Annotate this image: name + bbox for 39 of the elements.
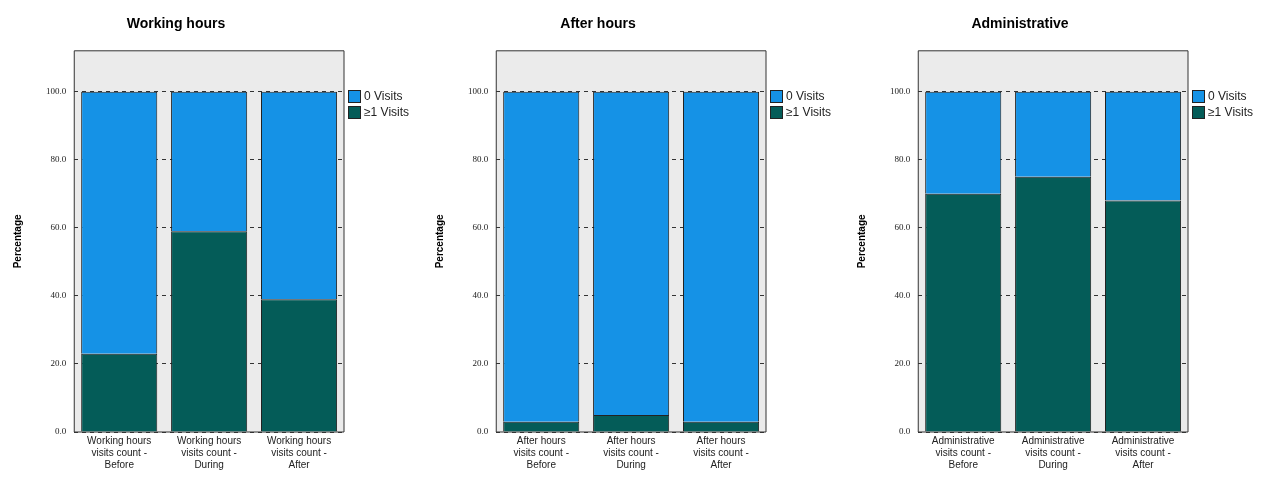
chart-title: After hours (560, 15, 636, 32)
text: ≥1 Visits (1208, 105, 1254, 119)
legend-label: ≥1 Visits (364, 105, 410, 119)
y-tick-label: 100.0 (46, 86, 67, 96)
y-tick-label: 40.0 (472, 290, 489, 301)
chart-title: Working hours (126, 15, 226, 32)
y-tick-label: 40.0 (894, 290, 911, 301)
x-tick-label: Working hours visits count - After (266, 434, 332, 470)
x-tick-label: After hours visits count - Before (513, 434, 569, 470)
y-tick-label: 0.0 (477, 426, 489, 437)
y-tick-label: 60.0 (894, 222, 911, 233)
y-tick-label: 100.0 (890, 86, 911, 96)
x-tick-label: After hours visits count - After (693, 434, 749, 470)
y-axis-title: Percentage (433, 214, 445, 269)
y-tick-label: 0.0 (899, 426, 911, 437)
y-tick-label: 80.0 (50, 154, 67, 165)
x-tick-label: Working hours visits count - During (176, 434, 242, 470)
y-axis-title: Percentage (855, 214, 867, 269)
x-tick-label: Administrative visits count - After (1111, 434, 1175, 470)
y-tick-label: 80.0 (472, 154, 489, 165)
y-tick-label: 80.0 (894, 154, 911, 165)
y-tick-label: 100.0 (468, 86, 489, 96)
chart-title: Administrative (971, 15, 1069, 32)
y-tick-label: 20.0 (50, 358, 67, 369)
text: 0 Visits (786, 89, 825, 103)
y-tick-label: 20.0 (472, 358, 489, 369)
x-tick-label: Working hours visits count - Before (87, 434, 152, 470)
legend-label: ≥1 Visits (786, 105, 832, 119)
y-tick-label: 60.0 (50, 222, 67, 233)
x-tick-label: Administrative visits count - Before (931, 434, 996, 470)
x-tick-label: Administrative visits count - During (1021, 434, 1085, 470)
y-tick-label: 20.0 (894, 358, 911, 369)
y-tick-label: 0.0 (55, 426, 67, 437)
y-tick-label: 40.0 (50, 290, 67, 301)
y-tick-label: 60.0 (472, 222, 489, 233)
y-axis-title: Percentage (11, 214, 23, 269)
legend-label: 0 Visits (1208, 89, 1247, 103)
x-tick-label: After hours visits count - During (603, 434, 659, 470)
text: 0 Visits (364, 89, 403, 103)
